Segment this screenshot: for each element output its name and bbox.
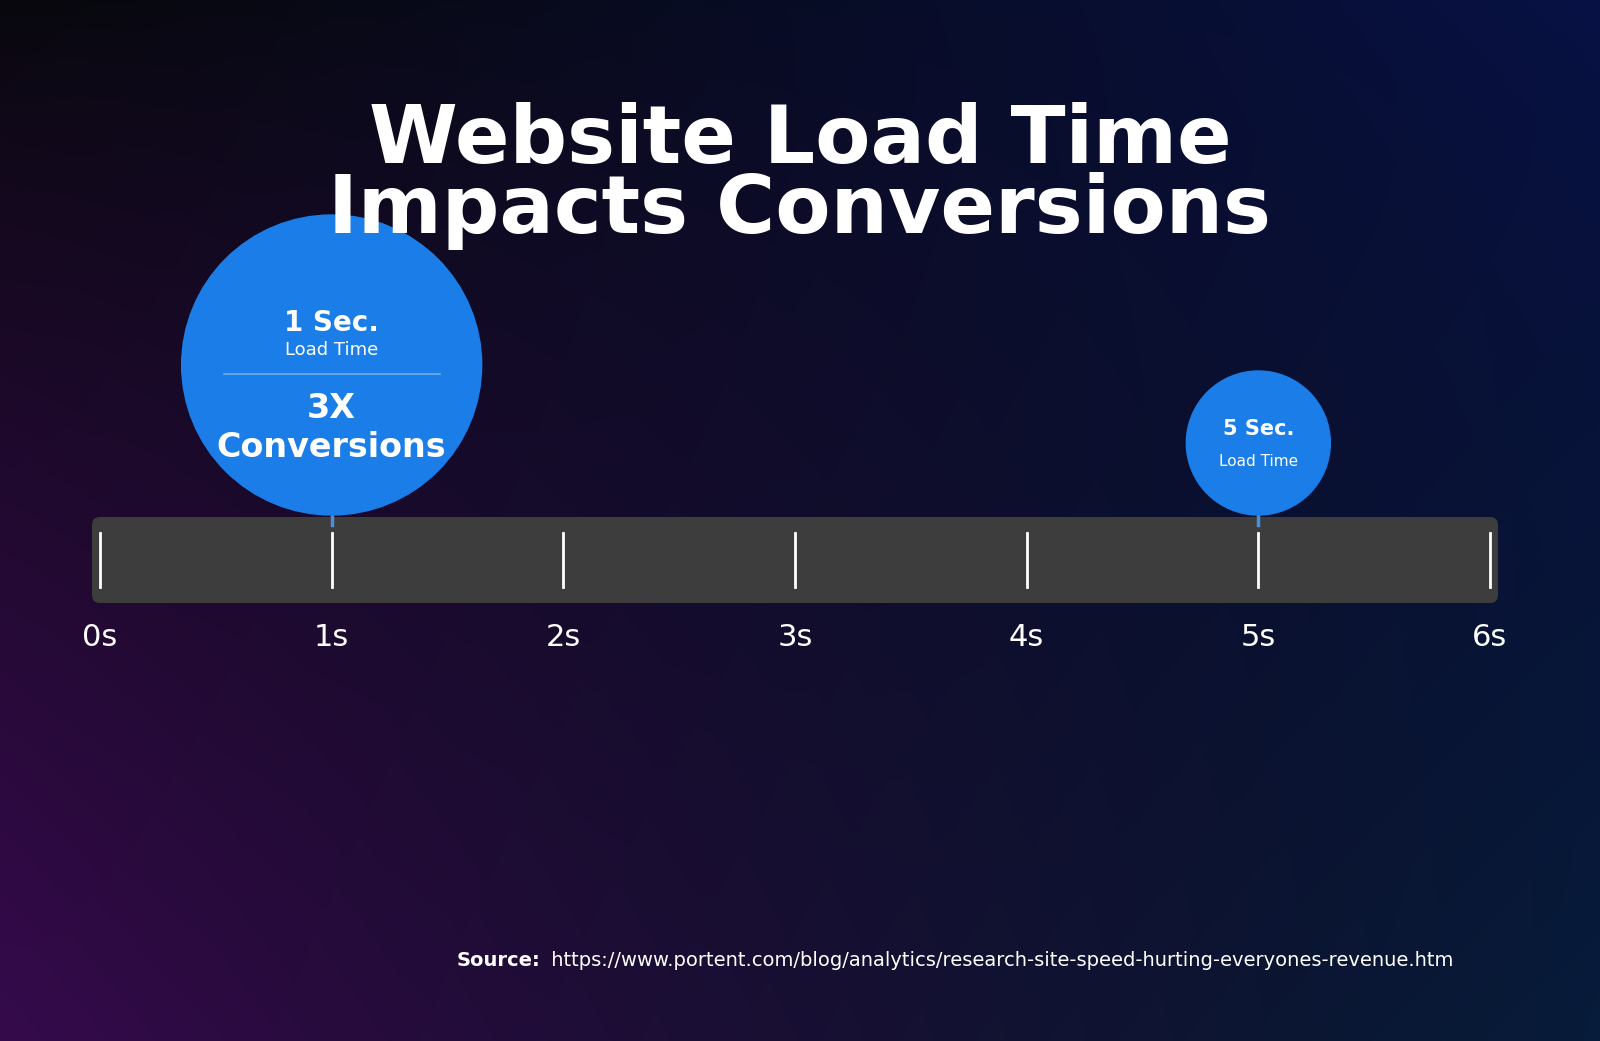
Text: 2s: 2s bbox=[546, 623, 581, 652]
Text: Source:: Source: bbox=[456, 951, 541, 970]
FancyBboxPatch shape bbox=[93, 517, 1498, 603]
Text: Load Time: Load Time bbox=[285, 341, 378, 359]
Text: 3X
Conversions: 3X Conversions bbox=[218, 391, 446, 464]
Text: Load Time: Load Time bbox=[1219, 454, 1298, 468]
Text: Website Load Time: Website Load Time bbox=[368, 102, 1232, 180]
Text: 3s: 3s bbox=[778, 623, 813, 652]
Text: https://www.portent.com/blog/analytics/research-site-speed-hurting-everyones-rev: https://www.portent.com/blog/analytics/r… bbox=[546, 951, 1453, 970]
Text: 0s: 0s bbox=[82, 623, 118, 652]
Text: 5s: 5s bbox=[1240, 623, 1275, 652]
Circle shape bbox=[1186, 371, 1330, 515]
Text: 1 Sec.: 1 Sec. bbox=[285, 309, 379, 337]
Text: 1s: 1s bbox=[314, 623, 349, 652]
Text: 6s: 6s bbox=[1472, 623, 1507, 652]
Text: 4s: 4s bbox=[1010, 623, 1045, 652]
Text: Impacts Conversions: Impacts Conversions bbox=[328, 172, 1272, 250]
Circle shape bbox=[182, 215, 482, 515]
Text: 5 Sec.: 5 Sec. bbox=[1222, 418, 1294, 438]
